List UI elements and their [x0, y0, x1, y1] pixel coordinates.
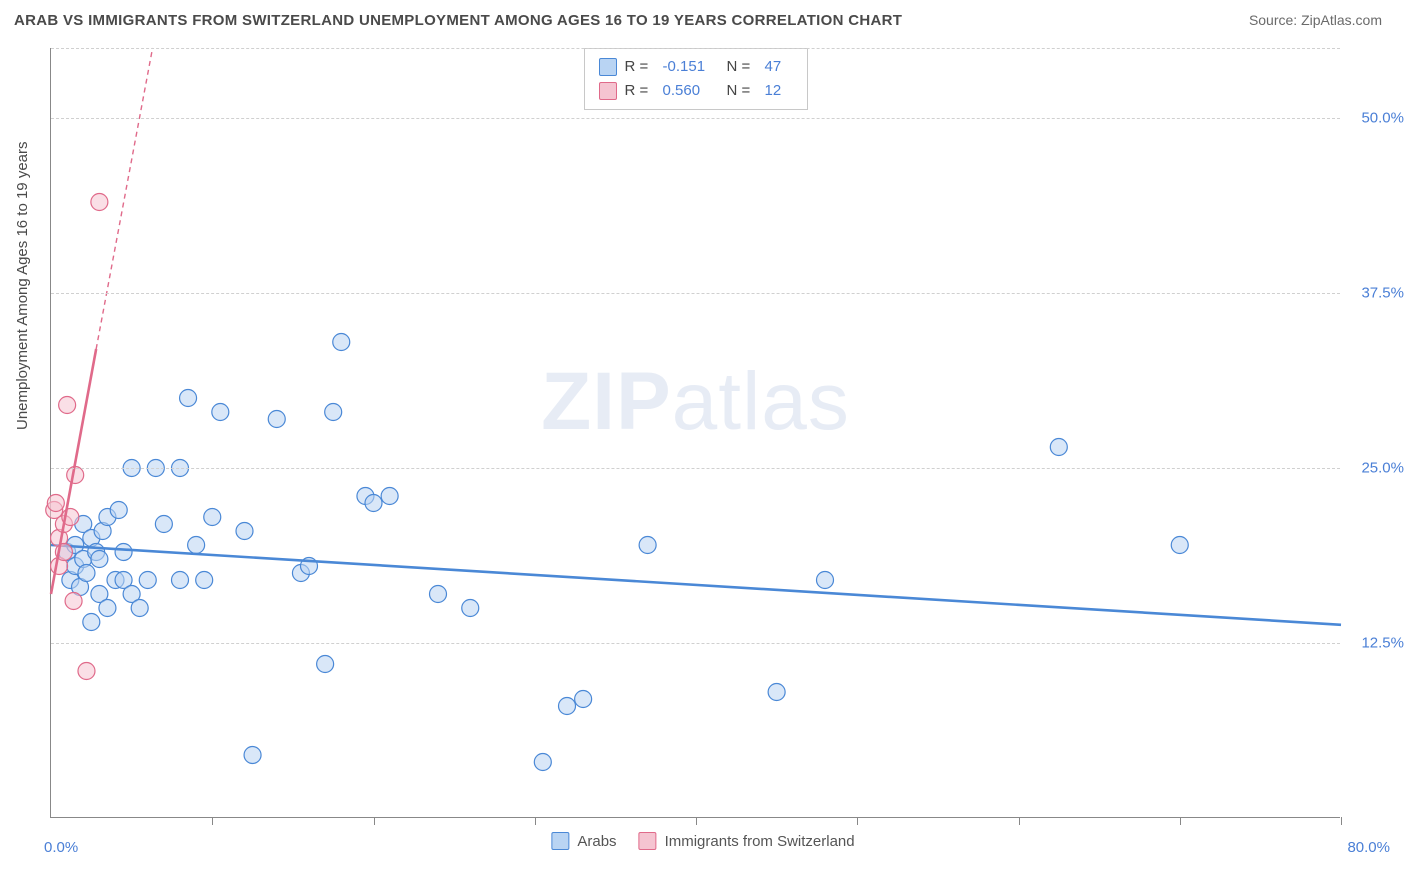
- data-point: [131, 600, 148, 617]
- data-point: [1050, 439, 1067, 456]
- scatter-svg: [51, 48, 1340, 817]
- data-point: [333, 334, 350, 351]
- legend-series-label: Immigrants from Switzerland: [665, 833, 855, 850]
- legend-swatch: [599, 82, 617, 100]
- y-axis-label: Unemployment Among Ages 16 to 19 years: [14, 141, 31, 430]
- gridline-h: [51, 468, 1340, 469]
- legend-swatch: [599, 58, 617, 76]
- legend-n-value: 12: [765, 79, 793, 103]
- x-tick: [374, 817, 375, 825]
- x-axis-min-label: 0.0%: [44, 839, 78, 856]
- legend-series-label: Arabs: [577, 833, 616, 850]
- data-point: [768, 684, 785, 701]
- legend-r-value: 0.560: [663, 79, 719, 103]
- legend-r-label: R =: [625, 79, 655, 103]
- legend-n-label: N =: [727, 79, 757, 103]
- data-point: [139, 572, 156, 589]
- data-point: [381, 488, 398, 505]
- data-point: [196, 572, 213, 589]
- data-point: [317, 656, 334, 673]
- data-point: [83, 614, 100, 631]
- legend-row: R = -0.151 N = 47: [599, 55, 793, 79]
- data-point: [430, 586, 447, 603]
- data-point: [212, 404, 229, 421]
- gridline-h: [51, 643, 1340, 644]
- y-tick-label: 12.5%: [1361, 635, 1404, 652]
- x-tick: [1341, 817, 1342, 825]
- legend-r-label: R =: [625, 55, 655, 79]
- legend-swatch: [639, 832, 657, 850]
- legend-item: Arabs: [551, 832, 616, 850]
- data-point: [559, 698, 576, 715]
- data-point: [325, 404, 342, 421]
- data-point: [91, 551, 108, 568]
- legend-item: Immigrants from Switzerland: [639, 832, 855, 850]
- x-tick: [696, 817, 697, 825]
- gridline-h: [51, 118, 1340, 119]
- x-tick: [1180, 817, 1181, 825]
- data-point: [47, 495, 64, 512]
- data-point: [180, 390, 197, 407]
- x-tick: [857, 817, 858, 825]
- correlation-legend: R = -0.151 N = 47 R = 0.560 N = 12: [584, 48, 808, 110]
- data-point: [78, 663, 95, 680]
- data-point: [462, 600, 479, 617]
- data-point: [817, 572, 834, 589]
- data-point: [1171, 537, 1188, 554]
- y-tick-label: 50.0%: [1361, 110, 1404, 127]
- data-point: [78, 565, 95, 582]
- y-tick-label: 37.5%: [1361, 285, 1404, 302]
- legend-n-value: 47: [765, 55, 793, 79]
- legend-row: R = 0.560 N = 12: [599, 79, 793, 103]
- data-point: [65, 593, 82, 610]
- legend-r-value: -0.151: [663, 55, 719, 79]
- y-tick-label: 25.0%: [1361, 460, 1404, 477]
- data-point: [204, 509, 221, 526]
- data-point: [91, 194, 108, 211]
- gridline-h: [51, 48, 1340, 49]
- source-label: Source: ZipAtlas.com: [1249, 12, 1382, 28]
- data-point: [365, 495, 382, 512]
- x-tick: [212, 817, 213, 825]
- data-point: [110, 502, 127, 519]
- data-point: [59, 397, 76, 414]
- data-point: [115, 544, 132, 561]
- data-point: [268, 411, 285, 428]
- trend-line: [51, 545, 1341, 625]
- legend-n-label: N =: [727, 55, 757, 79]
- data-point: [99, 600, 116, 617]
- data-point: [172, 572, 189, 589]
- data-point: [236, 523, 253, 540]
- series-legend: Arabs Immigrants from Switzerland: [551, 832, 854, 850]
- chart-plot-area: ZIPatlas R =-0.151N =47R =0.560N =12 12.…: [50, 48, 1340, 818]
- data-point: [575, 691, 592, 708]
- data-point: [244, 747, 261, 764]
- x-tick: [1019, 817, 1020, 825]
- data-point: [534, 754, 551, 771]
- x-tick: [535, 817, 536, 825]
- data-point: [188, 537, 205, 554]
- legend-swatch: [551, 832, 569, 850]
- x-axis-max-label: 80.0%: [1347, 839, 1390, 856]
- chart-title: ARAB VS IMMIGRANTS FROM SWITZERLAND UNEM…: [14, 12, 902, 29]
- data-point: [639, 537, 656, 554]
- gridline-h: [51, 293, 1340, 294]
- data-point: [155, 516, 172, 533]
